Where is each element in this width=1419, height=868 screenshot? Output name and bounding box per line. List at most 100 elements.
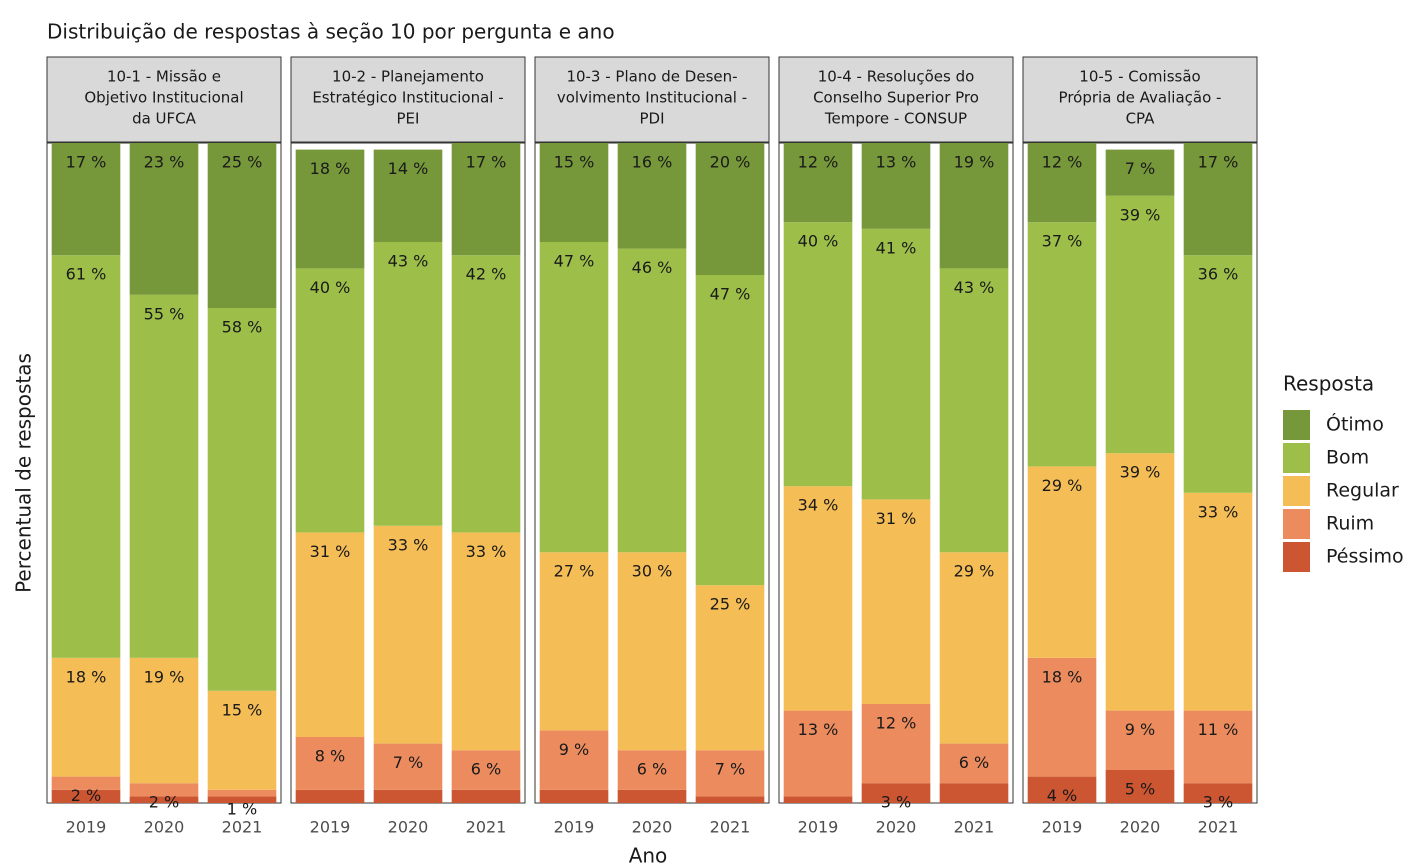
data-label: 36 % (1198, 265, 1239, 284)
data-label: 17 % (466, 153, 507, 172)
bar-segment (51, 255, 121, 658)
bar-segment (295, 268, 365, 533)
bar-segment (51, 143, 121, 256)
x-tick-label: 2021 (1198, 818, 1239, 837)
bar-segment (207, 796, 277, 803)
data-label: 29 % (1042, 476, 1083, 495)
facet-title: 10-1 - Missão e (107, 68, 221, 86)
facet-title: Conselho Superior Pro (813, 89, 979, 107)
data-label: 13 % (798, 720, 839, 739)
bar-segment (861, 704, 931, 784)
data-label: 3 % (1203, 793, 1233, 812)
data-label: 18 % (66, 667, 107, 686)
data-label: 31 % (310, 542, 351, 561)
data-label: 46 % (632, 258, 673, 277)
bar-segment (373, 743, 443, 790)
facet-title: da UFCA (132, 110, 197, 128)
legend-swatch (1283, 542, 1310, 572)
bar-segment (129, 657, 199, 784)
bar-segment (1105, 770, 1175, 803)
bar-segment (451, 143, 521, 256)
x-tick-label: 2019 (798, 818, 839, 837)
data-label: 42 % (466, 265, 507, 284)
data-label: 9 % (1125, 720, 1155, 739)
bar-segment (451, 532, 521, 751)
bar-segment (451, 750, 521, 790)
data-label: 31 % (876, 509, 917, 528)
facet-title: PDI (639, 110, 664, 128)
legend-title: Resposta (1283, 372, 1374, 396)
bar-segment (373, 242, 443, 526)
strip (778, 56, 1014, 143)
data-label: 23 % (144, 153, 185, 172)
bar-segment (129, 294, 199, 658)
data-label: 1 % (227, 799, 257, 818)
data-label: 2 % (71, 786, 101, 805)
bar-segment (783, 486, 853, 711)
facet-title: 10-3 - Plano de Desen- (566, 68, 737, 86)
data-label: 3 % (881, 793, 911, 812)
strip (534, 56, 770, 143)
data-label: 37 % (1042, 232, 1083, 251)
bar-segment (539, 143, 609, 242)
data-label: 9 % (559, 740, 589, 759)
data-label: 6 % (471, 760, 501, 779)
data-label: 13 % (876, 153, 917, 172)
data-label: 39 % (1120, 463, 1161, 482)
bar-segment (1027, 143, 1097, 223)
data-label: 40 % (798, 232, 839, 251)
data-label: 39 % (1120, 205, 1161, 224)
legend-label: Ruim (1326, 513, 1374, 535)
bar-segment (1027, 222, 1097, 467)
data-label: 33 % (466, 542, 507, 561)
data-label: 6 % (959, 753, 989, 772)
bar-segment (51, 776, 121, 790)
bar-segment (783, 710, 853, 797)
x-axis-title: Ano (629, 844, 668, 868)
x-tick-label: 2021 (222, 818, 263, 837)
bar-segment (617, 789, 687, 803)
bar-segment (1183, 492, 1253, 711)
bar-segment (939, 143, 1009, 269)
bar-segment (207, 690, 277, 790)
bar-segment (373, 149, 443, 242)
facet-title: Objetivo Institucional (84, 89, 243, 107)
data-label: 34 % (798, 496, 839, 515)
bar-segment (939, 743, 1009, 784)
bar-segment (539, 789, 609, 803)
bar-segment (1183, 255, 1253, 493)
bar-segment (861, 783, 931, 803)
data-label: 15 % (222, 700, 263, 719)
data-label: 19 % (144, 667, 185, 686)
data-label: 19 % (954, 153, 995, 172)
bar-segment (539, 242, 609, 553)
bar-segment (1027, 657, 1097, 777)
data-label: 5 % (1125, 780, 1155, 799)
bar-segment (1105, 195, 1175, 454)
legend-swatch (1283, 443, 1310, 473)
data-label: 2 % (149, 793, 179, 812)
bar-segment (207, 308, 277, 691)
bar-segment (783, 143, 853, 223)
data-label: 29 % (954, 562, 995, 581)
legend-swatch (1283, 509, 1310, 539)
data-label: 4 % (1047, 786, 1077, 805)
facet-title: 10-4 - Resoluções do (818, 68, 975, 86)
bar-segment (617, 552, 687, 751)
x-tick-label: 2020 (144, 818, 185, 837)
data-label: 14 % (388, 159, 429, 178)
data-label: 7 % (1125, 159, 1155, 178)
bar-segment (861, 228, 931, 500)
data-label: 41 % (876, 238, 917, 257)
x-tick-label: 2021 (466, 818, 507, 837)
x-tick-label: 2021 (710, 818, 751, 837)
bar-segment (129, 143, 199, 295)
strip (46, 56, 282, 143)
data-label: 17 % (1198, 153, 1239, 172)
bar-segment (295, 737, 365, 790)
facet-title: Tempore - CONSUP (824, 110, 967, 128)
data-label: 40 % (310, 278, 351, 297)
bar-segment (617, 143, 687, 249)
x-tick-label: 2020 (388, 818, 429, 837)
